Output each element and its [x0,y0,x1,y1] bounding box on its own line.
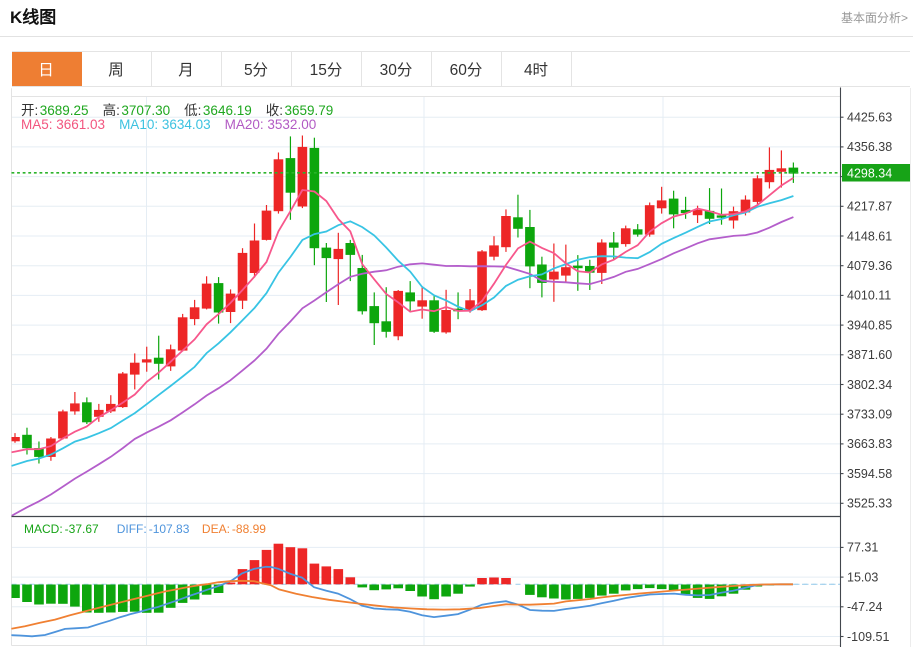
svg-text:4079.36: 4079.36 [847,259,892,273]
svg-text:3525.33: 3525.33 [847,497,892,511]
svg-text:77.31: 77.31 [847,541,878,555]
svg-text:4010.11: 4010.11 [847,289,891,303]
svg-text:3594.58: 3594.58 [847,467,892,481]
svg-text:4425.63: 4425.63 [847,111,892,125]
svg-text:4217.87: 4217.87 [847,200,892,214]
svg-text:3871.60: 3871.60 [847,348,892,362]
svg-text:3940.85: 3940.85 [847,318,892,332]
svg-text:4356.38: 4356.38 [847,140,892,154]
svg-text:4148.61: 4148.61 [847,229,892,243]
svg-text:3733.09: 3733.09 [847,408,892,422]
svg-text:15.03: 15.03 [847,570,878,584]
svg-text:3802.34: 3802.34 [847,378,892,392]
svg-text:-109.51: -109.51 [847,630,889,644]
svg-text:-47.24: -47.24 [847,600,882,614]
svg-text:4298.34: 4298.34 [847,167,892,181]
svg-text:3663.83: 3663.83 [847,437,892,451]
